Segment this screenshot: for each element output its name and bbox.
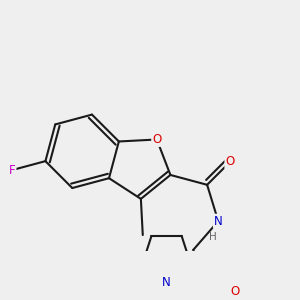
Text: O: O xyxy=(231,285,240,298)
Text: F: F xyxy=(9,164,16,176)
Text: O: O xyxy=(152,133,161,146)
Text: N: N xyxy=(162,276,171,290)
Text: N: N xyxy=(214,214,223,228)
Text: H: H xyxy=(209,232,217,242)
Text: O: O xyxy=(225,155,235,169)
